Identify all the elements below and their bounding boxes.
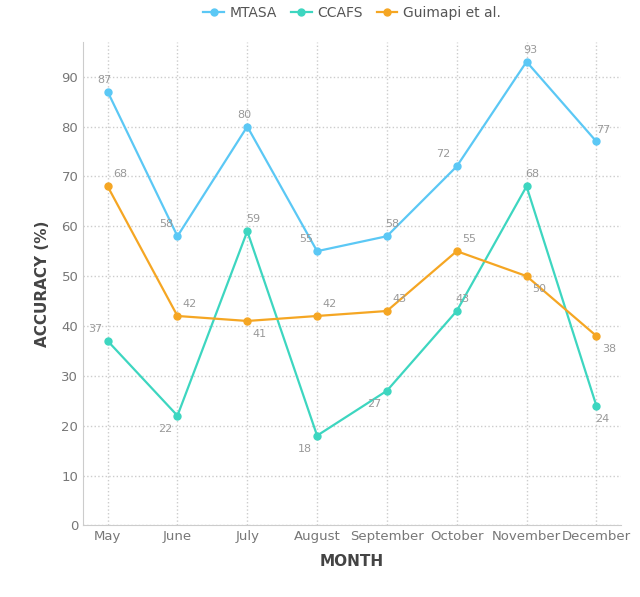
Text: 50: 50 (532, 284, 546, 294)
Guimapi et al. (523, 272, 531, 279)
MTASA (173, 233, 181, 240)
Text: 93: 93 (524, 45, 538, 55)
MTASA (523, 58, 531, 65)
CCAFS (453, 307, 461, 315)
Text: 59: 59 (246, 214, 260, 224)
Guimapi et al. (593, 333, 600, 340)
CCAFS (523, 183, 531, 190)
Text: 41: 41 (253, 329, 267, 339)
Guimapi et al. (243, 318, 251, 325)
Text: 55: 55 (299, 234, 313, 244)
Guimapi et al. (104, 183, 111, 190)
Line: MTASA: MTASA (104, 59, 600, 255)
CCAFS (243, 227, 251, 235)
MTASA (383, 233, 391, 240)
CCAFS (104, 337, 111, 344)
MTASA (104, 88, 111, 96)
Text: 42: 42 (323, 299, 337, 309)
Text: 72: 72 (436, 149, 450, 159)
Text: 27: 27 (367, 399, 381, 409)
Text: 58: 58 (159, 219, 173, 229)
Text: 58: 58 (385, 219, 399, 229)
Text: 37: 37 (88, 324, 102, 334)
CCAFS (383, 387, 391, 395)
Text: 87: 87 (98, 75, 112, 85)
X-axis label: MONTH: MONTH (320, 555, 384, 570)
Y-axis label: ACCURACY (%): ACCURACY (%) (35, 220, 51, 347)
Text: 22: 22 (158, 424, 172, 434)
MTASA (313, 248, 321, 255)
Text: 43: 43 (455, 294, 469, 304)
Text: 55: 55 (462, 234, 476, 244)
Text: 42: 42 (183, 299, 197, 309)
MTASA (453, 163, 461, 170)
MTASA (243, 123, 251, 130)
Line: CCAFS: CCAFS (104, 183, 600, 439)
CCAFS (313, 432, 321, 439)
Text: 38: 38 (602, 344, 616, 354)
CCAFS (593, 402, 600, 410)
Text: 24: 24 (595, 414, 609, 424)
Text: 68: 68 (525, 170, 539, 180)
Text: 18: 18 (298, 444, 312, 454)
Legend: MTASA, CCAFS, Guimapi et al.: MTASA, CCAFS, Guimapi et al. (198, 1, 506, 26)
Text: 80: 80 (237, 110, 252, 119)
Guimapi et al. (453, 248, 461, 255)
Line: Guimapi et al.: Guimapi et al. (104, 183, 600, 339)
Text: 77: 77 (596, 125, 611, 134)
Text: 43: 43 (392, 294, 406, 304)
Guimapi et al. (173, 312, 181, 319)
Guimapi et al. (313, 312, 321, 319)
Guimapi et al. (383, 307, 391, 315)
MTASA (593, 138, 600, 145)
Text: 68: 68 (113, 170, 127, 180)
CCAFS (173, 412, 181, 419)
